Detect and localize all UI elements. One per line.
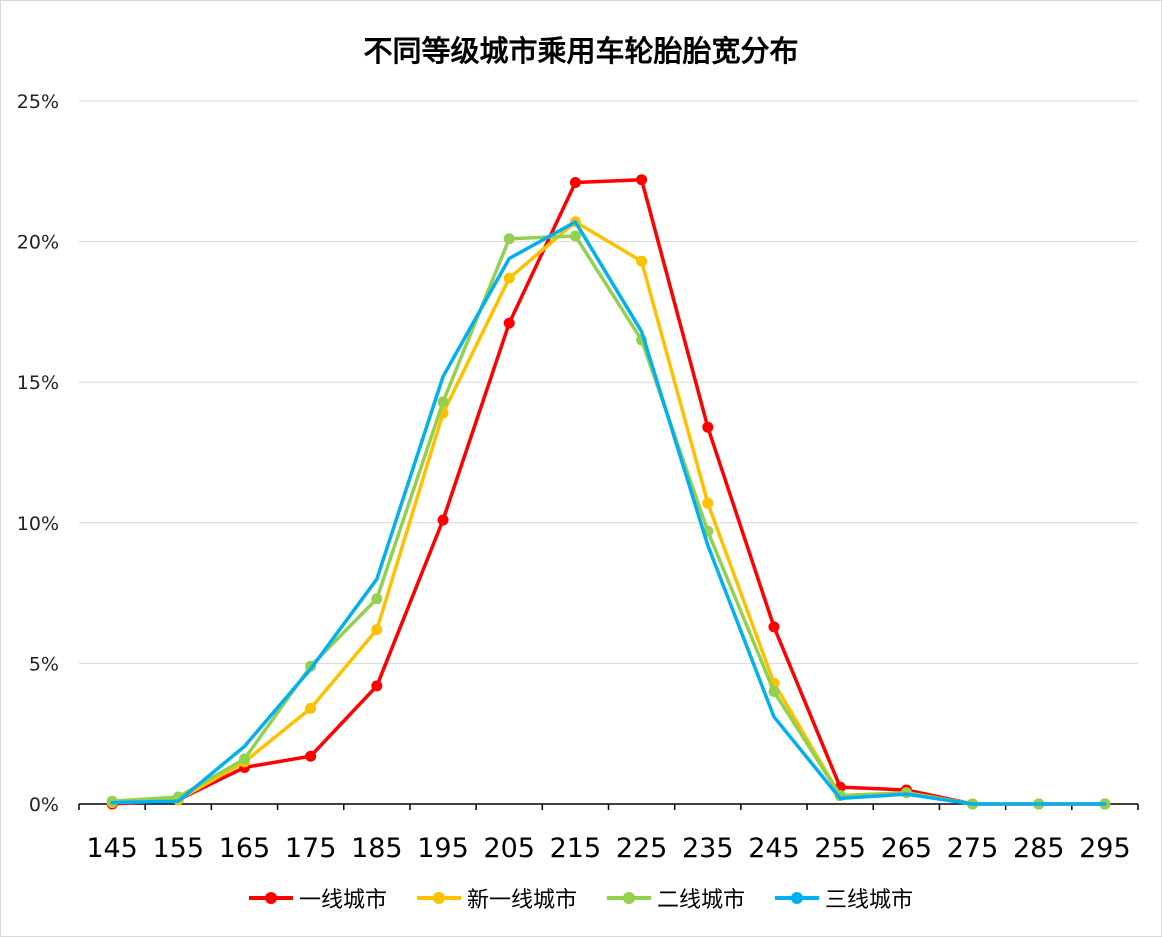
data-point [503, 233, 515, 245]
series-line [110, 234, 1107, 806]
legend-item: 新一线城市 [416, 882, 577, 914]
legend: 一线城市 新一线城市 二线城市 三线城市 [0, 882, 1162, 914]
y-tick-label: 10% [17, 513, 59, 535]
data-point [371, 624, 383, 636]
x-tick-label: 285 [1013, 833, 1065, 864]
data-point [768, 686, 780, 698]
legend-swatch [607, 892, 651, 904]
x-tick-label: 265 [881, 833, 933, 864]
gridlines [79, 100, 1138, 664]
data-point [503, 317, 515, 329]
legend-label: 一线城市 [298, 888, 387, 913]
legend-item: 二线城市 [607, 882, 745, 914]
series-三线城市 [110, 220, 1107, 806]
data-point [305, 702, 317, 714]
data-point [636, 255, 648, 267]
data-point [238, 753, 250, 765]
x-tick-label: 175 [285, 833, 337, 864]
data-point [636, 174, 648, 186]
series-二线城市 [106, 230, 1111, 810]
series-line [110, 220, 1107, 806]
legend-swatch [775, 892, 820, 904]
x-tick-label: 155 [153, 833, 205, 864]
legend-label: 三线城市 [825, 888, 914, 913]
x-tick-label: 195 [417, 833, 469, 864]
y-tick-label: 15% [17, 372, 59, 394]
data-point [569, 230, 581, 242]
x-tick-label: 295 [1079, 833, 1131, 864]
x-tick-label: 185 [351, 833, 403, 864]
legend-swatch [248, 892, 293, 904]
x-tick-label: 255 [814, 833, 866, 864]
data-point [437, 396, 449, 408]
y-tick-label: 5% [29, 653, 59, 675]
legend-label: 新一线城市 [466, 888, 577, 913]
series-line [110, 220, 1107, 806]
x-tick-label: 215 [550, 833, 602, 864]
data-point [437, 514, 449, 526]
data-point [768, 621, 780, 633]
data-point [702, 421, 714, 433]
legend-item: 三线城市 [775, 882, 913, 914]
series-一线城市 [106, 174, 1111, 810]
data-point [371, 680, 383, 692]
y-tick-label: 0% [29, 794, 59, 816]
data-point [305, 750, 317, 762]
y-tick-label: 25% [17, 91, 59, 113]
data-point [371, 593, 383, 605]
legend-item: 一线城市 [248, 882, 387, 914]
x-tick-label: 225 [616, 833, 668, 864]
x-tick-label: 145 [86, 833, 138, 864]
legend-label: 二线城市 [657, 888, 746, 913]
x-tick-label: 235 [682, 833, 734, 864]
data-point [702, 497, 714, 509]
series-新一线城市 [106, 216, 1111, 810]
legend-swatch [416, 892, 461, 904]
x-tick-label: 165 [219, 833, 271, 864]
x-axis: 145 155 165 175 185 195 205 215 225 235 245 255 265 2… [78, 803, 1139, 864]
y-tick-label: 20% [17, 232, 59, 254]
x-tick-label: 245 [748, 833, 800, 864]
chart-title: 不同等级城市乘用车轮胎胎宽分布 [363, 34, 799, 68]
x-tick-label: 275 [947, 833, 999, 864]
y-axis: 0% 5% 10% 15% 20% 25% [17, 91, 59, 816]
data-point [569, 177, 581, 189]
x-tick-label: 205 [483, 833, 535, 864]
data-point [503, 272, 515, 284]
series-lines [106, 174, 1111, 810]
